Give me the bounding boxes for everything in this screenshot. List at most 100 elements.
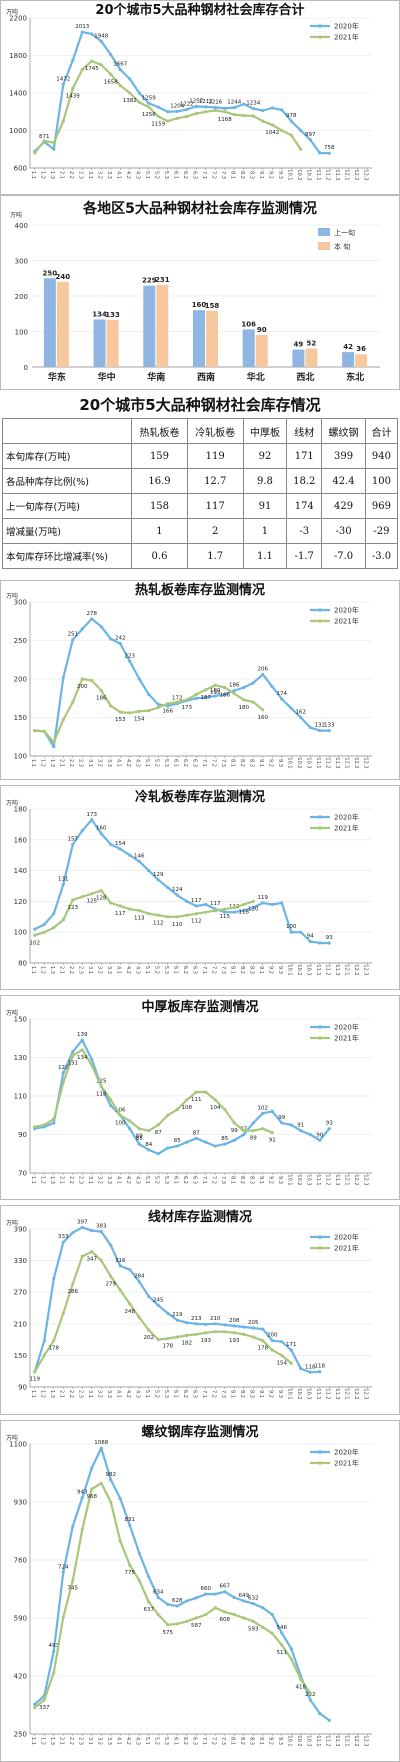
series-line-2021 xyxy=(33,1250,293,1373)
data-label: 93 xyxy=(326,935,333,941)
data-point xyxy=(318,1138,322,1142)
chart-title: 线材库存监测情况 xyxy=(148,1209,252,1225)
data-label: 118 xyxy=(315,1364,326,1370)
data-point xyxy=(33,1706,37,1710)
legend-swatch xyxy=(318,242,330,250)
data-point xyxy=(61,918,65,922)
table-cell: 1 xyxy=(131,518,188,544)
x-tick-label: 8.3 xyxy=(248,1176,254,1184)
x-tick-label: 1.1 xyxy=(30,171,36,179)
data-point xyxy=(61,119,65,123)
data-point xyxy=(270,1339,274,1343)
data-label: 200 xyxy=(77,684,88,690)
data-point xyxy=(270,1130,274,1135)
data-point xyxy=(156,702,160,707)
x-tick-label: 6.3 xyxy=(191,759,197,767)
data-point xyxy=(194,1616,198,1620)
data-point xyxy=(156,1123,160,1127)
data-label: 106 xyxy=(115,1107,126,1113)
data-point xyxy=(118,1496,122,1501)
x-tick-label: 3.2 xyxy=(96,1176,102,1184)
data-point xyxy=(156,1303,160,1307)
y-tick-label: 250 xyxy=(14,637,27,645)
data-point xyxy=(251,1129,255,1133)
data-point xyxy=(156,1612,160,1617)
data-point xyxy=(280,1353,284,1357)
x-tick-label: 11.1 xyxy=(315,964,321,975)
data-point xyxy=(137,909,141,913)
x-tick-label: 1.1 xyxy=(30,1737,36,1745)
data-point xyxy=(71,700,75,704)
data-point xyxy=(109,1274,113,1278)
table-row: 各品种库存比例(%) 16.9 12.7 9.8 18.2 42.4 100 xyxy=(1,468,399,494)
x-tick-label: 6.2 xyxy=(182,1737,188,1745)
data-point xyxy=(52,1121,56,1125)
data-label: 634 xyxy=(153,1590,164,1596)
x-tick-label: 2.3 xyxy=(77,1176,83,1184)
data-point xyxy=(137,91,141,95)
x-tick-label: 5.2 xyxy=(153,966,159,974)
data-label: 154 xyxy=(277,1360,288,1366)
data-point xyxy=(99,889,103,893)
data-point xyxy=(318,941,322,945)
data-label: 154 xyxy=(134,716,145,722)
data-point xyxy=(213,108,217,113)
data-label: 205 xyxy=(248,1320,259,1326)
x-tick-label: 2.3 xyxy=(77,759,83,767)
data-point xyxy=(90,1466,94,1470)
data-label: 284 xyxy=(134,1274,145,1280)
data-point xyxy=(42,1698,46,1702)
x-tick-label: 7.3 xyxy=(220,966,226,974)
y-tick-label: 100 xyxy=(15,329,28,337)
series-line-2020 xyxy=(34,1039,331,1155)
x-tick-label: 2.3 xyxy=(77,171,83,179)
y-tick-label: 590 xyxy=(14,1615,27,1623)
inventory-table: 热轧板卷 冷轧板卷 中厚板 线材 螺纹钢 合计 本旬库存(万吨) 159 119 92 171 399… xyxy=(1,418,399,569)
data-point xyxy=(137,1127,141,1131)
data-label: 1216 xyxy=(208,99,222,105)
chart-frame xyxy=(0,580,400,780)
data-point xyxy=(299,128,303,133)
x-tick-label: 3.3 xyxy=(106,759,112,767)
data-point xyxy=(280,1643,284,1647)
data-point xyxy=(90,59,94,63)
data-point xyxy=(61,675,65,680)
data-point xyxy=(280,697,284,701)
data-point xyxy=(289,119,293,123)
data-label: 831 xyxy=(125,1517,136,1523)
bar-value-label: 229 xyxy=(142,277,157,285)
data-point xyxy=(175,893,179,897)
chart-title: 中厚板库存监测情况 xyxy=(141,999,258,1015)
legend-label: 上一旬 xyxy=(334,228,355,237)
table-cell: 429 xyxy=(321,493,366,519)
x-tick-label: 4.1 xyxy=(115,171,121,179)
x-tick-label: 2.1 xyxy=(58,1737,64,1745)
x-tick-label: 12.3 xyxy=(362,1174,368,1185)
table-row: 增减量(万吨) 1 2 1 -3 -30 -29 xyxy=(1,518,399,544)
x-tick-label: 8.1 xyxy=(229,966,235,974)
data-point xyxy=(270,1631,274,1635)
x-tick-label: 12.2 xyxy=(353,1735,359,1746)
x-tick-label: 2.2 xyxy=(68,171,74,179)
data-point xyxy=(128,1563,132,1567)
x-tick-label: 1.1 xyxy=(30,1390,36,1398)
x-tick-label: 12.1 xyxy=(343,1174,349,1185)
category-label: 西北 xyxy=(296,371,314,383)
x-tick-label: 10.1 xyxy=(286,757,292,768)
x-tick-label: 4.3 xyxy=(134,1176,140,1184)
data-point xyxy=(251,1121,255,1125)
table-cell: 9.8 xyxy=(242,468,288,494)
table-header-cell: 线材 xyxy=(286,418,323,444)
data-label: 117 xyxy=(115,911,126,917)
data-point xyxy=(223,692,227,696)
table-cell: 1.7 xyxy=(186,543,244,569)
x-tick-label: 2.3 xyxy=(77,1737,83,1745)
data-point xyxy=(232,1331,236,1335)
chart-title: 各地区5大品种钢材社会库存监测情况 xyxy=(82,200,317,217)
data-point xyxy=(166,915,170,919)
x-tick-label: 10.2 xyxy=(296,1735,302,1746)
x-tick-label: 11.2 xyxy=(324,169,330,180)
data-point xyxy=(261,1339,265,1343)
data-point xyxy=(99,1481,103,1485)
data-point xyxy=(90,892,94,896)
